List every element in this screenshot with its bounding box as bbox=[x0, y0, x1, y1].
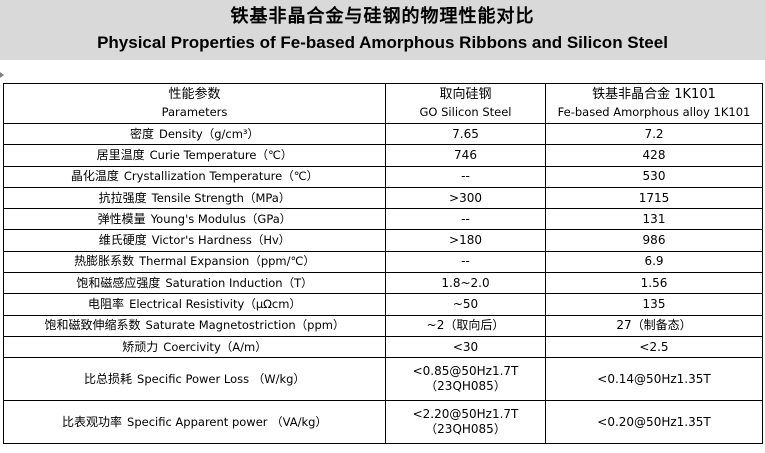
parameter-cell: 弹性模量 Young's Modulus（GPa） bbox=[3, 208, 386, 231]
parameter-name-en: Victor's Hardness（Hv） bbox=[151, 233, 291, 248]
parameter-name-cn: 饱和磁感应强度 bbox=[76, 275, 161, 290]
header-parameters: 性能参数 Parameters bbox=[3, 83, 386, 124]
parameter-name-cn: 抗拉强度 bbox=[98, 190, 147, 205]
parameter-name-en: Electrical Resistivity（μΩcm） bbox=[129, 297, 301, 312]
table-row: 密度 Density（g/cm³） 7.65 7.2 bbox=[3, 122, 763, 146]
go-steel-value: 746 bbox=[385, 144, 546, 167]
go-steel-value: -- bbox=[385, 208, 546, 231]
go-steel-value-line2: （23QH085） bbox=[425, 379, 506, 394]
amorphous-value: 1715 bbox=[545, 186, 763, 210]
parameter-cell: 饱和磁致伸缩系数 Saturate Magnetostriction（ppm） bbox=[3, 314, 386, 337]
go-steel-value: <0.85@50Hz1.7T （23QH085） bbox=[385, 357, 546, 402]
parameter-cell: 比总损耗 Specific Power Loss （W/kg） bbox=[3, 357, 386, 402]
table-row: 矫顽力 Coercivity（A/m） <30 <2.5 bbox=[3, 335, 763, 359]
parameter-name-en: Thermal Expansion（ppm/℃） bbox=[139, 254, 315, 269]
parameter-name-cn: 电阻率 bbox=[88, 297, 125, 312]
table-row: 维氏硬度 Victor's Hardness（Hv） >180 986 bbox=[3, 229, 763, 252]
amorphous-value: 7.2 bbox=[545, 122, 763, 146]
header-go-steel-cn: 取向硅钢 bbox=[439, 87, 492, 102]
parameter-cell: 热膨胀系数 Thermal Expansion（ppm/℃） bbox=[3, 250, 386, 274]
parameter-name-en: Coercivity（A/m） bbox=[163, 339, 267, 354]
parameter-name-cn: 饱和磁致伸缩系数 bbox=[44, 318, 141, 333]
table-header-row: 性能参数 Parameters 取向硅钢 GO Silicon Steel 铁基… bbox=[3, 83, 763, 124]
table-row: 比表观功率 Specific Apparent power （VA/kg） <2.2… bbox=[3, 400, 763, 445]
go-steel-value: 1.8~2.0 bbox=[385, 272, 546, 295]
go-steel-value-line1: <0.85@50Hz1.7T bbox=[412, 364, 519, 379]
table-row: 电阻率 Electrical Resistivity（μΩcm） ~50 135 bbox=[3, 293, 763, 316]
table-row: 饱和磁致伸缩系数 Saturate Magnetostriction（ppm） ~2… bbox=[3, 314, 763, 337]
parameter-name-en: Saturation Induction（T） bbox=[165, 275, 313, 290]
parameter-cell: 维氏硬度 Victor's Hardness（Hv） bbox=[3, 229, 386, 252]
parameter-cell: 比表观功率 Specific Apparent power （VA/kg） bbox=[3, 400, 386, 445]
go-steel-value: -- bbox=[385, 250, 546, 274]
go-steel-value-line2: （23QH085） bbox=[425, 422, 506, 437]
parameter-name-en: Density（g/cm³） bbox=[158, 126, 260, 141]
amorphous-value: <2.5 bbox=[545, 335, 763, 359]
parameter-name-en: Specific Power Loss （W/kg） bbox=[137, 371, 305, 386]
parameter-cell: 密度 Density（g/cm³） bbox=[3, 122, 386, 146]
parameter-name-en: Crystallization Temperature（℃） bbox=[123, 169, 319, 184]
title-banner: 铁基非晶合金与硅钢的物理性能对比 Physical Properties of … bbox=[0, 0, 765, 60]
go-steel-value: <2.20@50Hz1.7T （23QH085） bbox=[385, 400, 546, 445]
header-amorphous-en: Fe-based Amorphous alloy 1K101 bbox=[557, 105, 751, 119]
amorphous-value: 428 bbox=[545, 144, 763, 167]
parameter-cell: 饱和磁感应强度 Saturation Induction（T） bbox=[3, 272, 386, 295]
parameter-name-cn: 热膨胀系数 bbox=[74, 254, 135, 269]
parameter-name-en: Curie Temperature（℃） bbox=[149, 147, 293, 162]
parameter-name-cn: 比表观功率 bbox=[62, 414, 123, 429]
go-steel-value: ~2（取向后） bbox=[385, 314, 546, 337]
table-row: 居里温度 Curie Temperature（℃） 746 428 bbox=[3, 144, 763, 167]
amorphous-value: 1.56 bbox=[545, 272, 763, 295]
amorphous-value: 6.9 bbox=[545, 250, 763, 274]
amorphous-value: <0.14@50Hz1.35T bbox=[545, 357, 763, 402]
table-row: 抗拉强度 Tensile Strength（MPa） >300 1715 bbox=[3, 186, 763, 210]
amorphous-value: 27（制备态） bbox=[545, 314, 763, 337]
amorphous-value: <0.20@50Hz1.35T bbox=[545, 400, 763, 445]
parameter-cell: 居里温度 Curie Temperature（℃） bbox=[3, 144, 386, 167]
header-go-steel-en: GO Silicon Steel bbox=[419, 105, 512, 119]
parameter-name-cn: 晶化温度 bbox=[70, 169, 119, 184]
go-steel-value: >300 bbox=[385, 186, 546, 210]
go-steel-value: >180 bbox=[385, 229, 546, 252]
table-row: 弹性模量 Young's Modulus（GPa） -- 131 bbox=[3, 208, 763, 231]
parameter-cell: 抗拉强度 Tensile Strength（MPa） bbox=[3, 186, 386, 210]
header-amorphous-cn: 铁基非晶合金 1K101 bbox=[592, 87, 716, 102]
properties-table: 性能参数 Parameters 取向硅钢 GO Silicon Steel 铁基… bbox=[3, 83, 763, 445]
go-steel-value: -- bbox=[385, 165, 546, 188]
amorphous-value: 530 bbox=[545, 165, 763, 188]
go-steel-value: ~50 bbox=[385, 293, 546, 316]
amorphous-value: 131 bbox=[545, 208, 763, 231]
parameter-cell: 电阻率 Electrical Resistivity（μΩcm） bbox=[3, 293, 386, 316]
table-row: 晶化温度 Crystallization Temperature（℃） -- 530 bbox=[3, 165, 763, 188]
title-chinese: 铁基非晶合金与硅钢的物理性能对比 bbox=[230, 6, 535, 27]
header-parameters-en: Parameters bbox=[161, 105, 228, 119]
parameter-cell: 晶化温度 Crystallization Temperature（℃） bbox=[3, 165, 386, 188]
go-steel-value: <30 bbox=[385, 335, 546, 359]
parameter-cell: 矫顽力 Coercivity（A/m） bbox=[3, 335, 386, 359]
parameter-name-cn: 维氏硬度 bbox=[98, 233, 147, 248]
parameter-name-cn: 弹性模量 bbox=[97, 211, 146, 226]
row-marker-icon bbox=[0, 72, 4, 78]
title-english: Physical Properties of Fe-based Amorphou… bbox=[97, 33, 668, 52]
parameter-name-en: Specific Apparent power （VA/kg） bbox=[127, 414, 327, 429]
parameter-name-en: Tensile Strength（MPa） bbox=[151, 190, 291, 205]
header-amorphous: 铁基非晶合金 1K101 Fe-based Amorphous alloy 1K… bbox=[545, 83, 763, 124]
parameter-name-cn: 居里温度 bbox=[96, 147, 145, 162]
table-row: 热膨胀系数 Thermal Expansion（ppm/℃） -- 6.9 bbox=[3, 250, 763, 274]
header-go-steel: 取向硅钢 GO Silicon Steel bbox=[385, 83, 546, 124]
parameter-name-cn: 密度 bbox=[129, 126, 154, 141]
amorphous-value: 135 bbox=[545, 293, 763, 316]
parameter-name-cn: 比总损耗 bbox=[84, 371, 133, 386]
amorphous-value: 986 bbox=[545, 229, 763, 252]
go-steel-value-line1: <2.20@50Hz1.7T bbox=[412, 407, 519, 422]
table-row: 比总损耗 Specific Power Loss （W/kg） <0.85@50Hz… bbox=[3, 357, 763, 402]
table-row: 饱和磁感应强度 Saturation Induction（T） 1.8~2.0 1.5… bbox=[3, 272, 763, 295]
header-parameters-cn: 性能参数 bbox=[168, 87, 221, 102]
parameter-name-cn: 矫顽力 bbox=[122, 339, 159, 354]
go-steel-value: 7.65 bbox=[385, 122, 546, 146]
parameter-name-en: Saturate Magnetostriction（ppm） bbox=[145, 318, 345, 333]
parameter-name-en: Young's Modulus（GPa） bbox=[150, 211, 292, 226]
